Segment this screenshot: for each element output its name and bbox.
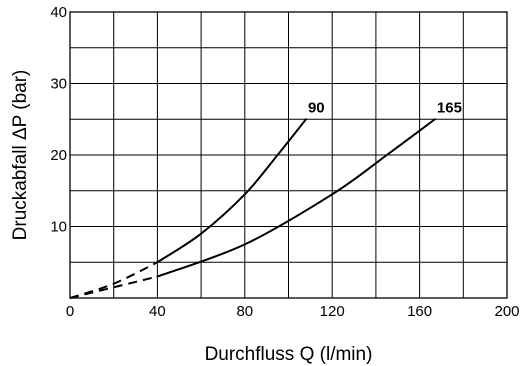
x-tick-label: 0 bbox=[66, 303, 74, 320]
y-tick-label: 40 bbox=[50, 4, 67, 21]
y-tick-label: 30 bbox=[50, 76, 67, 93]
y-axis-label: Druckabfall ΔP (bar) bbox=[10, 70, 31, 241]
series-labels: 90 165 bbox=[308, 99, 462, 116]
x-tick-label: 80 bbox=[236, 303, 253, 320]
series-curve-90 bbox=[156, 118, 307, 264]
series-label-90: 90 bbox=[308, 99, 325, 116]
plot-frame bbox=[69, 11, 508, 299]
y-tick-label: 20 bbox=[50, 147, 67, 164]
tick-labels: 0 40 80 120 160 200 10 20 30 40 bbox=[50, 4, 519, 320]
series-curve-dashed-90 bbox=[69, 261, 158, 299]
x-tick-label: 40 bbox=[149, 303, 166, 320]
series-curve-dashed-165 bbox=[69, 275, 158, 299]
y-tick-label: 10 bbox=[50, 219, 67, 236]
series-curve-165 bbox=[156, 118, 436, 278]
grid bbox=[70, 12, 507, 298]
x-tick-label: 200 bbox=[494, 303, 519, 320]
series-curves bbox=[69, 118, 436, 299]
series-label-165: 165 bbox=[437, 99, 462, 116]
x-tick-label: 160 bbox=[407, 303, 432, 320]
x-axis-label: Durchfluss Q (l/min) bbox=[205, 344, 373, 365]
x-tick-label: 120 bbox=[320, 303, 345, 320]
